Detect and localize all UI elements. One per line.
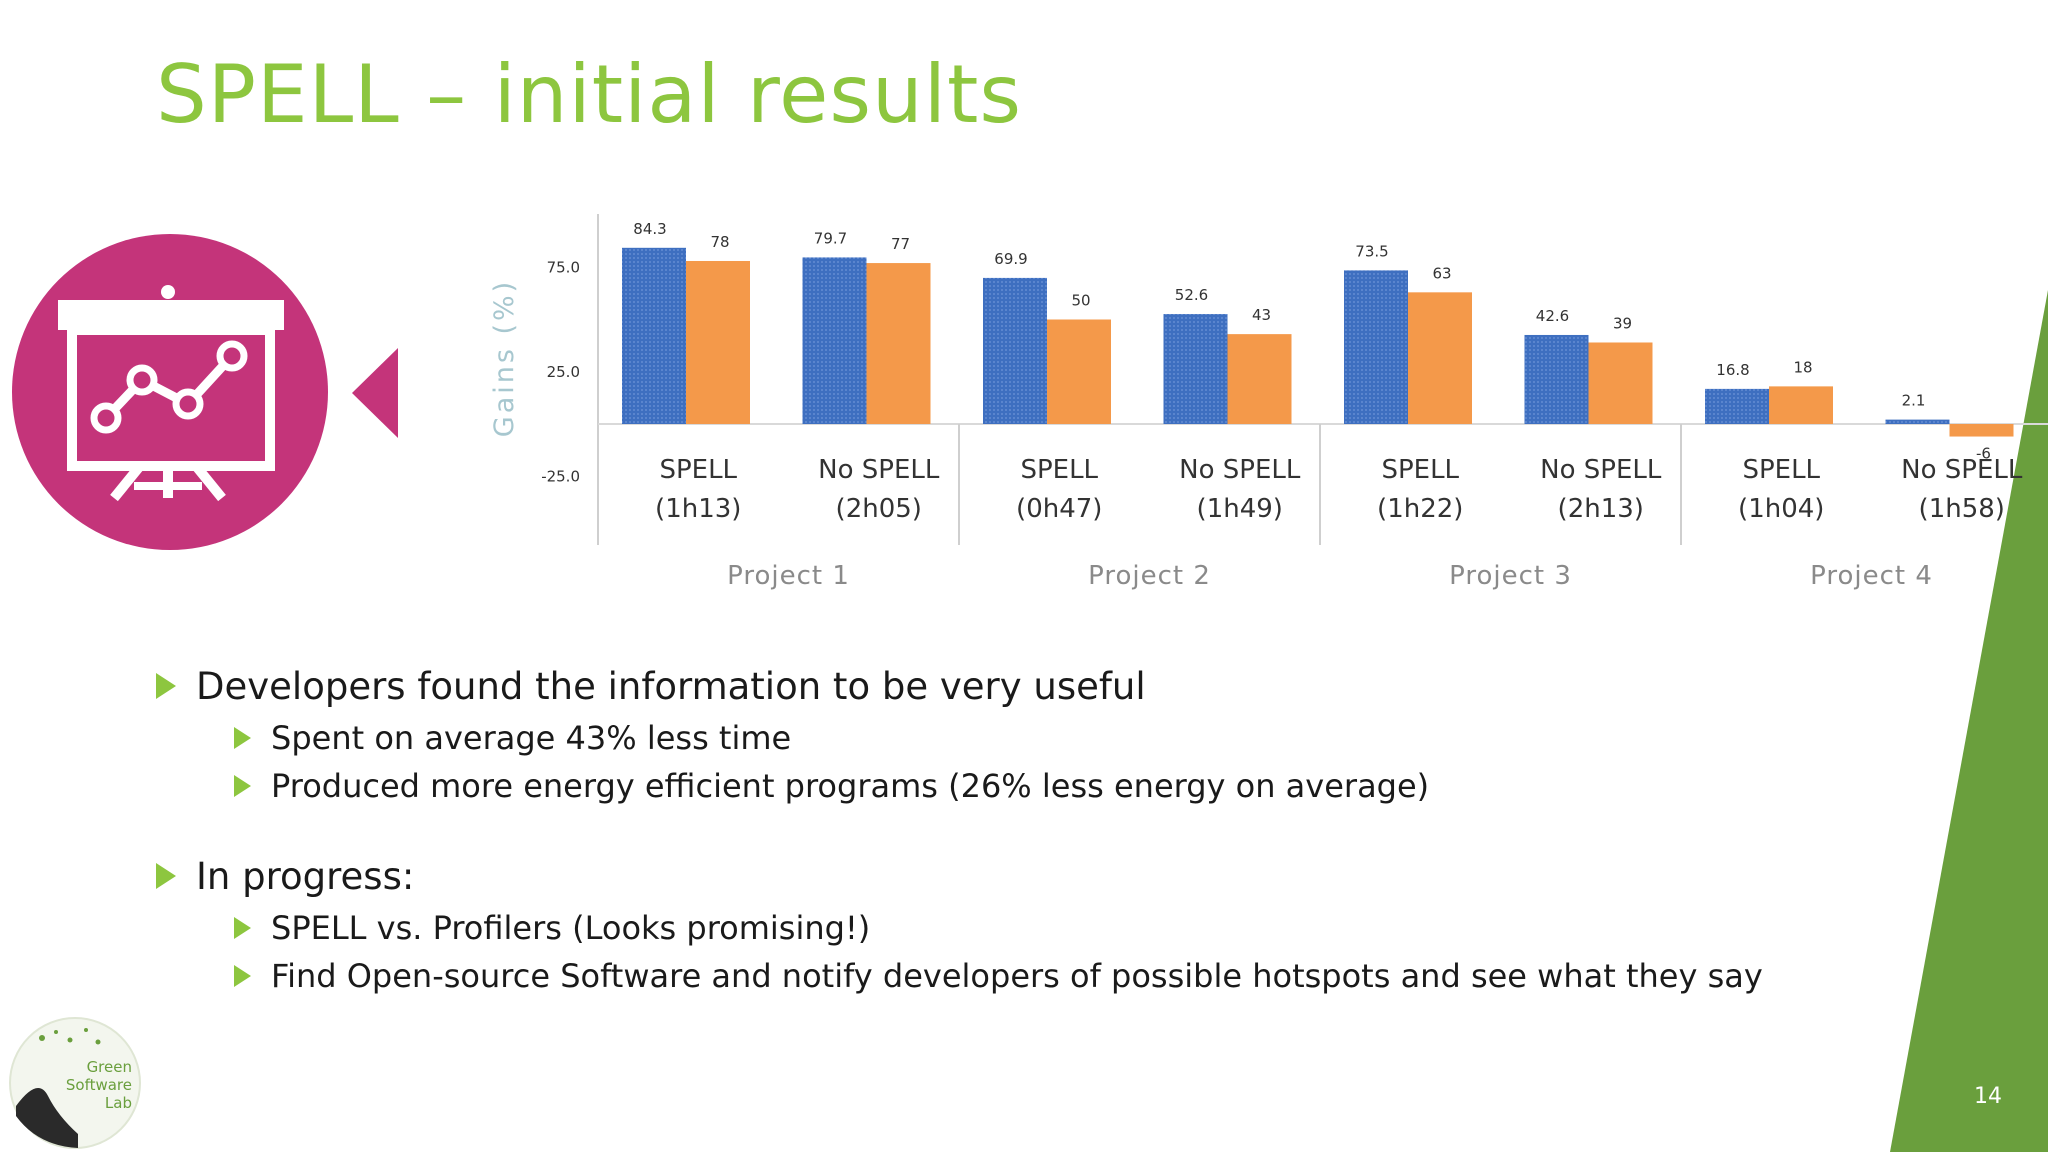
bar-blue: [1524, 334, 1589, 424]
sub-bullet-text: Spent on average 43% less time: [271, 719, 792, 757]
group-label: Project 3: [1449, 561, 1572, 591]
data-label: 79.7: [814, 229, 847, 247]
sub-bullet-text: Produced more energy efficient programs …: [271, 767, 1430, 805]
bar-orange: [1769, 386, 1833, 424]
logo-line: Lab: [105, 1094, 132, 1112]
slide-title: SPELL – initial results: [156, 48, 1023, 141]
x-tick-label: SPELL: [1381, 455, 1459, 485]
bullet-arrow-icon: [156, 673, 176, 699]
data-label: 52.6: [1175, 286, 1208, 304]
y-tick-label: -25.0: [541, 467, 580, 485]
sub-bullet-item: Find Open-source Software and notify dev…: [234, 952, 1856, 1000]
x-tick-label: (0h47): [1016, 494, 1102, 524]
x-tick-label: (1h49): [1197, 494, 1283, 524]
sub-bullet-text: Find Open-source Software and notify dev…: [271, 957, 1763, 995]
sub-bullet-item: Spent on average 43% less time: [234, 714, 1856, 762]
data-label: 77: [891, 235, 910, 253]
data-label: 39: [1613, 314, 1632, 332]
bullet-text: Developers found the information to be v…: [196, 664, 1146, 708]
data-label: -6: [1976, 445, 1991, 463]
data-label: 84.3: [633, 220, 666, 238]
x-tick-label: (1h22): [1377, 494, 1463, 524]
sub-bullet-item: Produced more energy efficient programs …: [234, 762, 1856, 810]
x-tick-label: (1h58): [1919, 494, 2005, 524]
bar-orange: [686, 260, 750, 424]
bullet-item: In progress:: [156, 848, 1856, 904]
bar-blue: [1885, 419, 1950, 424]
x-tick-label: SPELL: [659, 455, 737, 485]
bar-blue: [1705, 388, 1769, 424]
y-tick-label: 25.0: [547, 363, 580, 381]
x-tick-label: (2h13): [1558, 494, 1644, 524]
data-label: 73.5: [1355, 242, 1388, 260]
x-tick-label: (2h05): [836, 494, 922, 524]
x-tick-label: No SPELL: [818, 455, 940, 485]
x-tick-label: No SPELL: [1179, 455, 1301, 485]
y-axis-label: Gains (%): [489, 279, 520, 437]
data-label: 50: [1071, 292, 1090, 310]
bar-orange: [1227, 334, 1292, 424]
x-tick-label: SPELL: [1742, 455, 1820, 485]
gains-bar-chart: 75.0 25.0 -25.0 Gains (%) 84.3 78 SPELL (1h13)…: [489, 214, 2048, 591]
sub-bullet-text: SPELL vs. Profilers (Looks promising!): [271, 909, 871, 947]
data-label: 42.6: [1536, 307, 1569, 325]
bullet-text: In progress:: [196, 854, 415, 898]
bullet-list: Developers found the information to be v…: [156, 658, 1856, 1000]
bar-orange: [1047, 319, 1111, 424]
bullet-arrow-icon: [234, 775, 251, 797]
group-label: Project 2: [1088, 561, 1211, 591]
data-label: 16.8: [1716, 361, 1749, 379]
bullet-item: Developers found the information to be v…: [156, 658, 1856, 714]
bar-orange: [866, 263, 931, 424]
page-number: 14: [1974, 1084, 2002, 1109]
x-tick-label: No SPELL: [1540, 455, 1662, 485]
sub-bullet-item: SPELL vs. Profilers (Looks promising!): [234, 904, 1856, 952]
data-label: 69.9: [994, 250, 1027, 268]
data-label: 18: [1793, 358, 1812, 376]
bar-blue: [622, 247, 686, 424]
chart-labels: 84.3 78 SPELL (1h13) 79.7 77 No SPELL (2h05) 69.…: [633, 220, 2023, 591]
group-label: Project 1: [727, 561, 850, 591]
pointer-triangle-icon: [352, 348, 398, 438]
bullet-arrow-icon: [234, 727, 251, 749]
y-tick-label: 75.0: [547, 258, 580, 276]
bar-blue: [1344, 270, 1408, 424]
data-label: 43: [1252, 306, 1271, 324]
x-tick-label: (1h13): [655, 494, 741, 524]
group-label: Project 4: [1810, 561, 1933, 591]
x-tick-label: No SPELL: [1901, 455, 2023, 485]
bullet-arrow-icon: [234, 917, 251, 939]
green-software-lab-logo: Green Software Lab: [9, 1017, 141, 1149]
data-label: 78: [710, 233, 729, 251]
data-label: 2.1: [1902, 392, 1926, 410]
data-label: 63: [1432, 264, 1451, 282]
logo-line: Software: [66, 1076, 132, 1094]
bar-blue: [1163, 314, 1228, 424]
chart-bars: [622, 247, 2014, 437]
bullet-arrow-icon: [234, 965, 251, 987]
presentation-chart-icon: [10, 232, 330, 552]
bar-orange: [1949, 424, 2014, 437]
logo-line: Green: [87, 1058, 132, 1076]
bar-blue: [802, 257, 867, 424]
x-tick-label: SPELL: [1020, 455, 1098, 485]
bullet-arrow-icon: [156, 863, 176, 889]
bar-blue: [983, 277, 1047, 424]
bar-orange: [1588, 342, 1653, 424]
bar-orange: [1408, 292, 1472, 424]
x-tick-label: (1h04): [1738, 494, 1824, 524]
